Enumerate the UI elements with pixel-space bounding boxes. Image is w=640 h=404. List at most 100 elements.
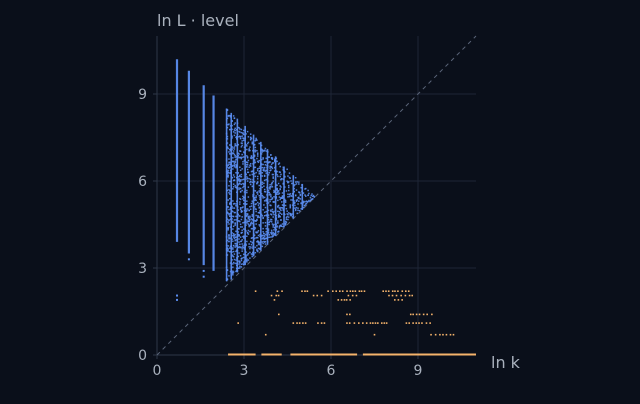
orange-point xyxy=(312,294,315,297)
blue-point xyxy=(275,218,278,221)
blue-point xyxy=(285,207,288,210)
blue-point xyxy=(261,181,264,184)
blue-point xyxy=(256,231,259,233)
blue-point xyxy=(253,227,256,229)
blue-point xyxy=(231,165,233,168)
blue-point xyxy=(235,257,238,259)
blue-point xyxy=(259,235,261,238)
blue-point xyxy=(242,182,244,185)
blue-point xyxy=(272,216,274,218)
blue-point xyxy=(281,223,284,225)
blue-point xyxy=(267,166,269,168)
blue-point xyxy=(264,240,267,243)
blue-point xyxy=(238,182,240,185)
blue-point xyxy=(258,242,260,244)
blue-point xyxy=(270,213,272,215)
blue-point xyxy=(271,173,274,176)
blue-point xyxy=(259,241,261,244)
blue-point xyxy=(267,218,270,221)
blue-point xyxy=(242,161,244,163)
blue-point xyxy=(274,158,276,160)
blue-point xyxy=(247,136,250,138)
blue-point xyxy=(305,202,308,205)
blue-point xyxy=(229,208,232,210)
blue-point xyxy=(227,229,229,231)
blue-point xyxy=(234,129,236,132)
blue-point xyxy=(258,190,260,192)
blue-point xyxy=(268,221,271,224)
blue-point xyxy=(228,185,230,187)
blue-point xyxy=(271,236,274,238)
orange-point xyxy=(292,322,295,324)
blue-point xyxy=(298,200,300,202)
blue-point xyxy=(242,237,245,239)
blue-point xyxy=(257,243,260,245)
blue-point xyxy=(235,135,238,138)
blue-point xyxy=(232,160,234,163)
blue-point xyxy=(275,172,278,174)
blue-point xyxy=(235,136,237,139)
blue-point xyxy=(230,176,233,178)
blue-point xyxy=(311,193,313,195)
blue-point xyxy=(237,184,240,186)
blue-point xyxy=(249,224,252,226)
blue-point xyxy=(235,269,238,272)
blue-point xyxy=(239,191,242,193)
blue-point xyxy=(246,200,248,202)
reference-line-y-equals-x xyxy=(156,35,477,356)
orange-point xyxy=(306,290,309,292)
orange-point xyxy=(405,322,408,324)
blue-point xyxy=(229,115,232,117)
blue-point xyxy=(248,149,250,152)
blue-point xyxy=(287,193,289,195)
blue-point xyxy=(242,137,244,139)
blue-point xyxy=(235,165,238,168)
blue-point xyxy=(262,209,264,211)
orange-series xyxy=(228,290,476,356)
blue-point xyxy=(269,186,271,188)
blue-point xyxy=(246,219,248,221)
blue-point xyxy=(270,184,273,186)
blue-point xyxy=(229,215,231,217)
blue-point xyxy=(234,242,236,245)
blue-point xyxy=(254,208,257,210)
orange-point xyxy=(426,313,428,316)
orange-point xyxy=(323,322,326,324)
blue-point xyxy=(260,167,262,170)
blue-point xyxy=(269,169,271,172)
blue-point xyxy=(253,143,256,146)
blue-point xyxy=(246,155,248,157)
blue-point xyxy=(249,222,252,225)
blue-point xyxy=(259,196,261,199)
blue-point xyxy=(229,172,232,175)
blue-point xyxy=(242,133,245,136)
blue-point xyxy=(226,218,229,220)
blue-point xyxy=(272,224,274,227)
blue-point xyxy=(239,245,241,248)
blue-point xyxy=(250,170,253,173)
blue-point xyxy=(256,219,258,221)
blue-point xyxy=(267,191,269,193)
blue-point xyxy=(258,167,260,169)
blue-point xyxy=(232,200,234,202)
blue-point xyxy=(245,224,247,226)
blue-point xyxy=(234,222,236,225)
blue-point xyxy=(239,156,242,159)
blue-point xyxy=(253,236,255,238)
blue-point xyxy=(298,191,301,194)
blue-point xyxy=(270,221,273,223)
blue-point xyxy=(252,202,254,204)
blue-point xyxy=(257,211,260,214)
blue-point xyxy=(246,220,249,223)
blue-point xyxy=(247,171,250,174)
blue-point xyxy=(252,242,254,244)
blue-point xyxy=(232,179,235,182)
blue-point xyxy=(245,255,247,257)
blue-point xyxy=(260,247,262,249)
orange-point xyxy=(387,290,390,292)
orange-point xyxy=(380,322,383,324)
blue-point xyxy=(237,126,240,129)
blue-point xyxy=(278,196,281,198)
blue-point xyxy=(292,210,295,212)
blue-point xyxy=(235,230,237,233)
